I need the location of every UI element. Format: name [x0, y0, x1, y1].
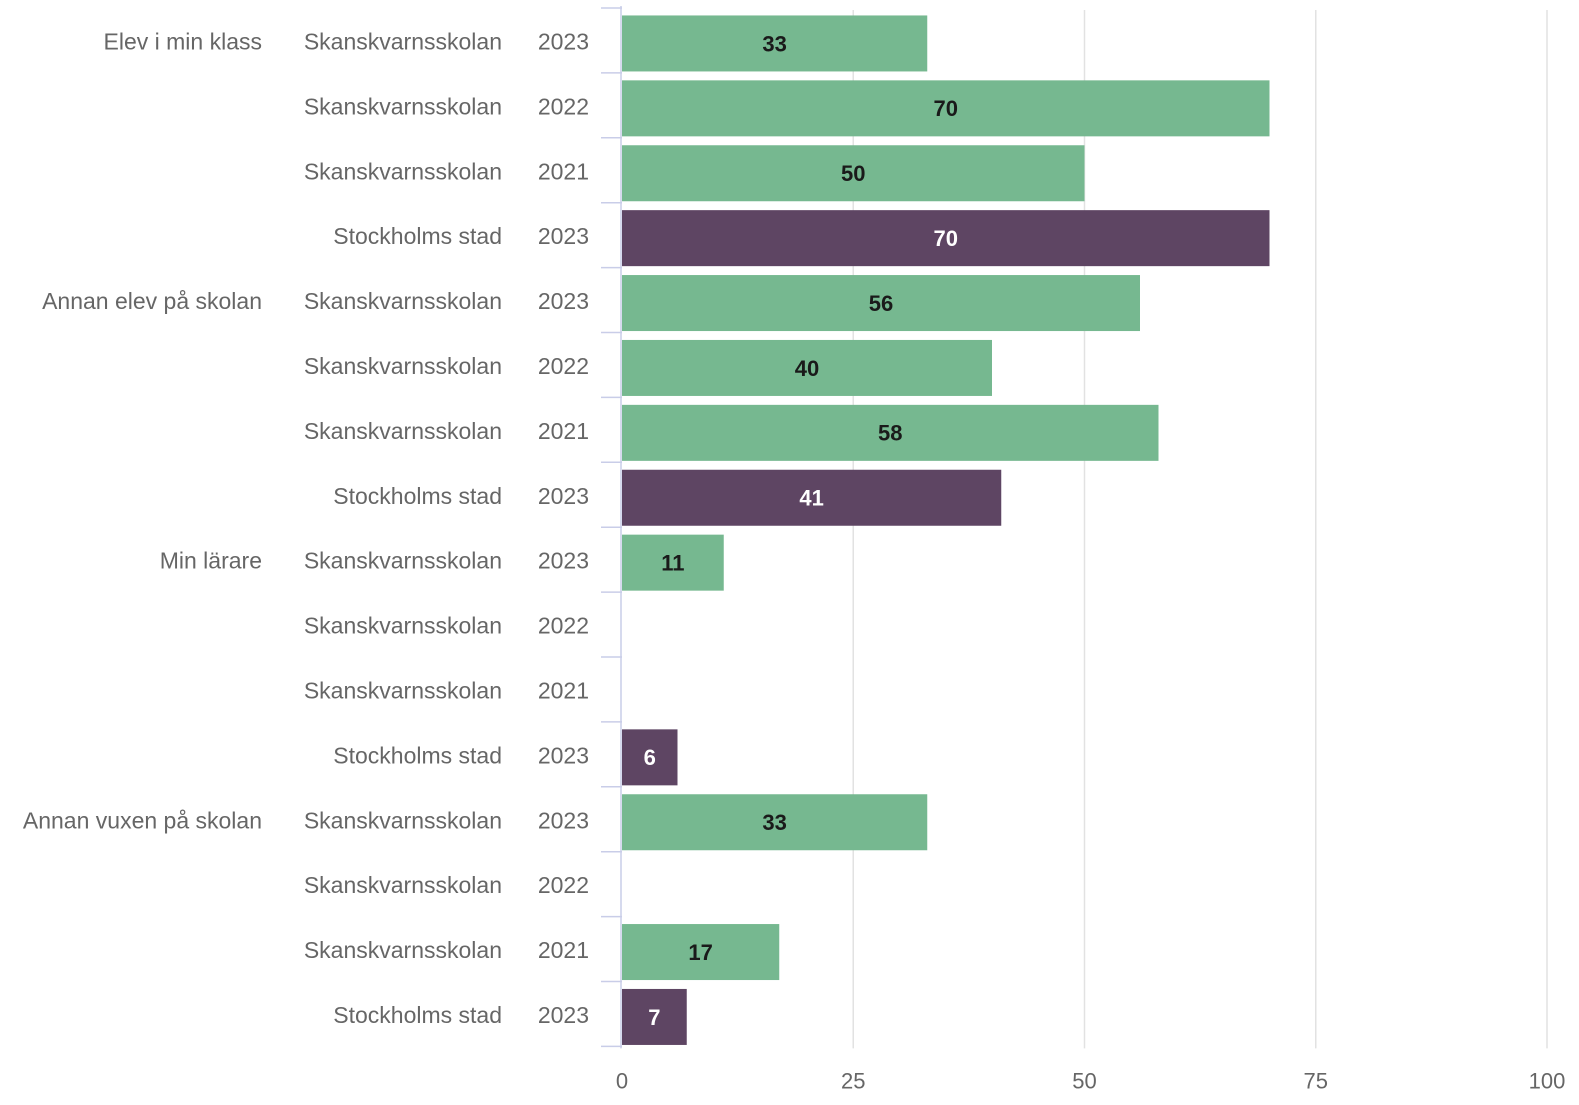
bar — [622, 145, 1085, 202]
x-tick-label: 100 — [1529, 1068, 1566, 1093]
bar — [622, 275, 1140, 332]
bar-value-label: 33 — [762, 31, 786, 56]
entity-label: Stockholms stad — [333, 483, 502, 509]
year-label: 2023 — [538, 807, 589, 833]
bar-value-label: 17 — [688, 940, 712, 965]
bar-value-label: 41 — [799, 486, 823, 511]
row-labels: Elev i min klass Skanskvarnsskolan 2023 Ska… — [23, 29, 589, 1028]
x-tick-label: 0 — [616, 1068, 628, 1093]
bar-value-label: 58 — [878, 421, 902, 446]
bar — [622, 924, 780, 981]
entity-label: Skanskvarnsskolan — [304, 418, 502, 444]
bar-value-label: 7 — [648, 1005, 660, 1030]
year-label: 2023 — [538, 223, 589, 249]
bar-value-label: 50 — [841, 161, 865, 186]
bar-value-label: 6 — [644, 745, 656, 770]
year-label: 2023 — [538, 483, 589, 509]
bar — [622, 404, 1159, 461]
bar-value-label: 11 — [661, 550, 684, 575]
entity-label: Stockholms stad — [333, 742, 502, 768]
entity-label: Skanskvarnsskolan — [304, 613, 502, 639]
year-label: 2021 — [538, 678, 589, 704]
year-label: 2022 — [538, 613, 589, 639]
x-tick-label: 25 — [841, 1068, 865, 1093]
bar-value-label: 40 — [795, 356, 819, 381]
year-label: 2023 — [538, 288, 589, 314]
year-label: 2021 — [538, 158, 589, 184]
bar-value-label: 33 — [762, 810, 786, 835]
entity-label: Skanskvarnsskolan — [304, 158, 502, 184]
entity-label: Skanskvarnsskolan — [304, 353, 502, 379]
year-label: 2021 — [538, 937, 589, 963]
entity-label: Skanskvarnsskolan — [304, 288, 502, 314]
group-label: Annan elev på skolan — [42, 288, 262, 314]
year-label: 2022 — [538, 353, 589, 379]
group-label: Min lärare — [160, 548, 262, 574]
x-tick-label: 50 — [1072, 1068, 1096, 1093]
bar-value-label: 56 — [869, 291, 893, 316]
bar — [622, 469, 1002, 526]
y-axis — [601, 6, 622, 1049]
bar — [622, 729, 678, 786]
bars: 33 70 50 70 56 40 58 41 11 6 33 17 7 — [622, 15, 1270, 1045]
year-label: 2023 — [538, 548, 589, 574]
bar — [622, 339, 992, 396]
entity-label: Skanskvarnsskolan — [304, 29, 502, 55]
year-label: 2021 — [538, 418, 589, 444]
year-label: 2022 — [538, 93, 589, 119]
entity-label: Stockholms stad — [333, 223, 502, 249]
bar — [622, 988, 687, 1045]
bar — [622, 794, 928, 851]
bar-value-label: 70 — [934, 226, 958, 251]
year-label: 2023 — [538, 1002, 589, 1028]
x-tick-label: 75 — [1304, 1068, 1328, 1093]
entity-label: Skanskvarnsskolan — [304, 872, 502, 898]
group-label: Annan vuxen på skolan — [23, 807, 262, 833]
bar — [622, 210, 1270, 267]
entity-label: Skanskvarnsskolan — [304, 548, 502, 574]
year-label: 2023 — [538, 29, 589, 55]
year-label: 2023 — [538, 742, 589, 768]
bar — [622, 15, 928, 72]
x-axis-ticks: 0 25 50 75 100 — [616, 1068, 1565, 1093]
entity-label: Skanskvarnsskolan — [304, 937, 502, 963]
bar-value-label: 70 — [934, 96, 958, 121]
year-label: 2022 — [538, 872, 589, 898]
bar — [622, 534, 724, 591]
bar — [622, 80, 1270, 137]
entity-label: Skanskvarnsskolan — [304, 678, 502, 704]
group-label: Elev i min klass — [104, 29, 262, 55]
entity-label: Stockholms stad — [333, 1002, 502, 1028]
entity-label: Skanskvarnsskolan — [304, 93, 502, 119]
entity-label: Skanskvarnsskolan — [304, 807, 502, 833]
